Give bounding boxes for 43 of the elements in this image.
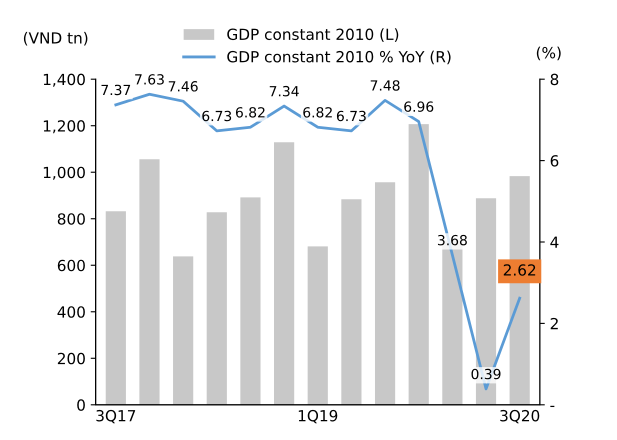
data-label: 6.73 (202, 110, 232, 122)
data-label: 6.73 (336, 110, 366, 122)
bar (374, 182, 396, 405)
y-tick-label: 200 (58, 352, 85, 364)
bar (308, 246, 328, 405)
data-label: 7.34 (270, 86, 299, 96)
data-label: 3.68 (438, 234, 467, 246)
y-tick-label: 600 (58, 260, 85, 272)
y-tick-label: 1,400 (44, 74, 85, 87)
data-label: 6.82 (303, 107, 332, 118)
bar (274, 142, 294, 405)
legend-label: GDP constant 2010 (L) (227, 28, 398, 42)
x-tick-label: 1Q19 (298, 410, 338, 424)
bar (408, 124, 429, 405)
x-tick-label: 3Q20 (500, 410, 540, 424)
data-label: 7.48 (370, 80, 400, 91)
legend-label: GDP constant 2010 % YoY (R) (227, 50, 451, 64)
data-label: 0.39 (471, 368, 501, 380)
y2-axis-title: (%) (536, 46, 561, 60)
y2-tick-label: 4 (550, 236, 558, 248)
bar (206, 212, 227, 405)
data-label: 6.96 (404, 101, 434, 112)
bar (240, 197, 261, 405)
data-label: 6.82 (236, 107, 265, 118)
bar (139, 159, 160, 405)
bar (106, 211, 126, 405)
data-label: 7.46 (168, 81, 198, 92)
y-tick-label: 800 (58, 213, 85, 225)
y-tick-label: 0 (77, 399, 85, 411)
bar (173, 256, 194, 405)
bar (341, 199, 362, 405)
data-label: 7.37 (102, 84, 130, 96)
y-axis-title: (VND tn) (24, 32, 88, 46)
y-tick-label: 1,200 (44, 120, 85, 134)
y2-tick-label: - (550, 406, 554, 408)
y2-tick-label: 2 (550, 318, 558, 330)
y-tick-label: 400 (58, 306, 85, 318)
data-label: 2.62 (504, 264, 536, 276)
y2-tick-label: 8 (550, 74, 558, 86)
data-label: 7.63 (135, 74, 164, 85)
y2-tick-label: 6 (550, 155, 558, 167)
x-tick-label: 3Q17 (96, 410, 136, 424)
y-tick-label: 1,000 (44, 166, 85, 180)
